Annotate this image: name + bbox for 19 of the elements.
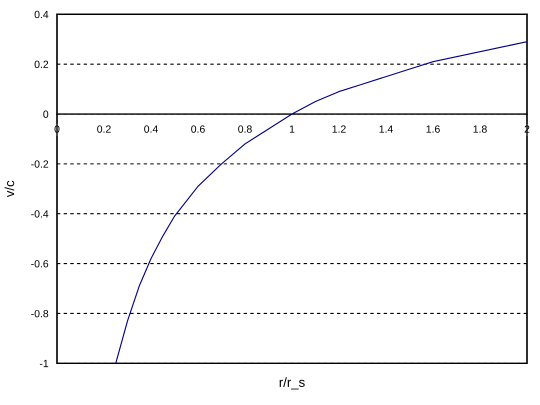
y-tick-label: -1	[40, 360, 48, 368]
x-tick-label: 1.6	[426, 125, 440, 133]
y-tick-label: 0.4	[34, 10, 48, 18]
x-tick-label: 1	[290, 126, 294, 133]
x-tick-label: 1.4	[380, 126, 393, 133]
x-tick-label: 1.8	[474, 125, 487, 133]
x-tick-label: 0.4	[144, 125, 158, 133]
y-tick-label: 0	[43, 110, 48, 118]
x-axis-title: r/r_s	[280, 377, 305, 390]
y-tick-label: -0.8	[31, 310, 48, 318]
x-tick-label: 0.2	[97, 125, 111, 133]
y-axis-title: v/c	[4, 180, 14, 198]
y-tick-label: -0.6	[31, 260, 48, 268]
x-tick-label: 1.2	[332, 125, 346, 133]
x-tick-label: 0.8	[238, 125, 252, 133]
y-tick-label: -0.4	[31, 210, 48, 218]
y-tick-label: 0.2	[34, 60, 48, 68]
y-tick-label: -0.2	[31, 160, 48, 168]
x-tick-label: 0.6	[191, 125, 205, 133]
